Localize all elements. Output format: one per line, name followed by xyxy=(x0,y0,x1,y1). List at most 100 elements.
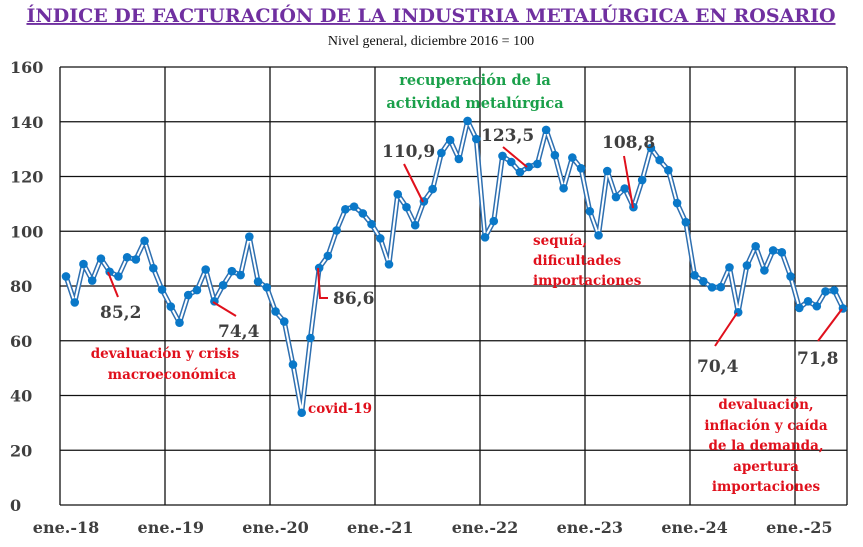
x-tick-label: ene.-23 xyxy=(557,518,623,537)
annotation-recovery: actividad metalúrgica xyxy=(386,95,564,112)
value-label: 71,8 xyxy=(797,349,838,369)
data-point xyxy=(245,232,254,242)
data-point xyxy=(576,163,586,173)
leader-line xyxy=(107,271,119,298)
data-point xyxy=(620,184,630,193)
data-point xyxy=(821,287,830,296)
leader-line xyxy=(714,312,738,347)
data-point xyxy=(402,202,411,212)
data-point xyxy=(96,254,106,263)
value-label: 123,5 xyxy=(481,126,534,146)
series xyxy=(61,116,848,418)
y-tick-label: 20 xyxy=(10,441,32,460)
data-point xyxy=(262,283,272,292)
data-point xyxy=(428,184,437,194)
data-point xyxy=(201,265,210,274)
data-point xyxy=(681,217,691,227)
x-tick-label: ene.-22 xyxy=(452,518,518,537)
annotation-drought: dificultades xyxy=(533,253,622,269)
data-point xyxy=(506,157,516,167)
annotation-drought: importaciones xyxy=(533,273,642,289)
data-point xyxy=(253,277,263,286)
data-point xyxy=(637,175,647,185)
y-tick-label: 120 xyxy=(10,168,43,187)
y-tick-label: 0 xyxy=(10,496,21,515)
x-tick-label: ene.-25 xyxy=(766,518,832,537)
value-label: 108,8 xyxy=(602,133,655,153)
value-label: 85,2 xyxy=(100,303,141,323)
annotation-recent: apertura xyxy=(733,459,799,475)
value-labels: 85,2 74,4 86,6 110,9 123,5 108,8 70,4 71… xyxy=(100,126,843,377)
data-point xyxy=(725,263,734,272)
value-label: 70,4 xyxy=(697,357,739,377)
y-axis: 0 20 40 60 80 100 120 140 160 xyxy=(10,58,43,515)
data-point xyxy=(524,162,533,172)
x-tick-label: ene.-20 xyxy=(242,518,308,537)
data-point xyxy=(297,408,307,418)
x-tick-label: ene.-24 xyxy=(661,518,727,537)
data-point xyxy=(655,155,664,165)
y-tick-label: 100 xyxy=(10,222,43,241)
y-tick-label: 40 xyxy=(10,387,32,406)
annotation-recent: inflación y caída xyxy=(704,418,827,434)
data-point xyxy=(760,266,769,275)
data-point xyxy=(829,286,839,295)
y-tick-label: 60 xyxy=(10,332,32,351)
data-point xyxy=(437,148,446,158)
y-tick-label: 160 xyxy=(10,58,43,77)
data-point xyxy=(690,271,699,280)
data-point xyxy=(157,285,167,294)
data-point xyxy=(131,255,141,264)
data-point xyxy=(166,302,176,311)
data-point xyxy=(716,282,726,292)
chart-subtitle: Nivel general, diciembre 2016 = 100 xyxy=(328,34,534,49)
data-point xyxy=(803,297,813,306)
data-point xyxy=(375,234,385,243)
data-point xyxy=(279,317,289,326)
data-point xyxy=(306,333,315,343)
x-tick-label: ene.-18 xyxy=(33,518,99,537)
value-label: 74,4 xyxy=(218,322,260,342)
data-point xyxy=(236,270,245,280)
data-point xyxy=(332,226,341,235)
data-point xyxy=(498,151,507,161)
data-point xyxy=(768,246,778,255)
data-point xyxy=(358,209,368,218)
data-point xyxy=(140,236,149,246)
annotation-recovery: recuperación de la xyxy=(399,72,551,89)
y-tick-label: 140 xyxy=(10,113,43,132)
data-point xyxy=(61,272,71,281)
data-point xyxy=(559,183,568,193)
data-point xyxy=(489,216,499,226)
data-point xyxy=(664,165,673,175)
data-point xyxy=(314,263,324,273)
annotation-covid: covid-19 xyxy=(308,401,372,417)
data-point xyxy=(271,307,280,316)
x-tick-label: ene.-21 xyxy=(347,518,413,537)
data-point xyxy=(87,276,97,285)
data-point xyxy=(463,116,472,126)
data-point xyxy=(367,219,376,229)
data-point xyxy=(795,303,804,313)
data-point xyxy=(410,220,420,230)
x-axis: ene.-18 ene.-19 ene.-20 ene.-21 ene.-22 ene.-… xyxy=(33,518,833,537)
data-point xyxy=(288,360,298,369)
data-point xyxy=(602,166,612,176)
data-point xyxy=(611,192,621,202)
leader-line xyxy=(317,267,328,299)
data-point xyxy=(445,135,455,145)
data-point xyxy=(105,267,114,277)
data-point xyxy=(114,272,123,281)
x-tick-label: ene.-19 xyxy=(138,518,204,537)
data-point xyxy=(646,143,656,153)
annotation-recent: importaciones xyxy=(712,479,821,495)
data-point xyxy=(550,150,560,160)
data-point xyxy=(175,318,184,327)
annotation-drought: sequía, xyxy=(533,233,587,249)
annotation-crisis: macroeconómica xyxy=(108,367,237,383)
leader-line xyxy=(502,146,528,168)
value-label: 86,6 xyxy=(333,289,374,309)
data-point xyxy=(786,272,795,281)
data-point xyxy=(349,202,359,211)
